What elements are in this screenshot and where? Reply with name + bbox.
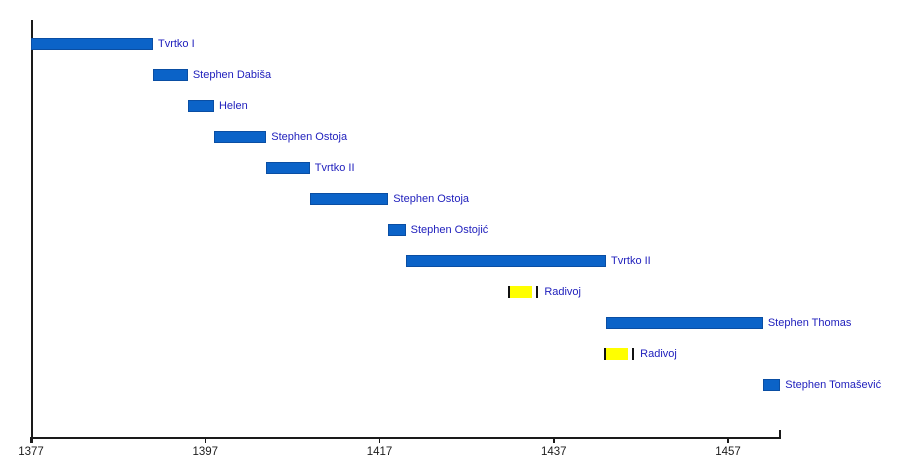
bar-start-cap xyxy=(508,286,511,298)
bar-end-cap xyxy=(632,348,635,360)
reign-bar xyxy=(388,224,406,236)
reign-bar xyxy=(187,100,214,112)
bar-fill xyxy=(606,348,629,360)
x-axis-tick xyxy=(553,437,555,443)
x-axis-end-tick xyxy=(779,430,781,437)
bar-start-cap xyxy=(604,348,607,360)
reign-bar xyxy=(213,131,267,143)
x-axis-tick-label: 1457 xyxy=(715,446,741,458)
ruler-label[interactable]: Tvrtko II xyxy=(611,255,651,267)
reign-bar xyxy=(152,69,188,81)
ruler-label[interactable]: Stephen Dabiša xyxy=(192,69,272,81)
x-axis-tick xyxy=(378,437,381,443)
ruler-label[interactable]: Tvrtko II xyxy=(314,162,355,174)
ruler-label[interactable]: Stephen Ostoja xyxy=(271,131,348,143)
x-axis-tick xyxy=(30,437,32,443)
reign-bar xyxy=(309,193,389,205)
reign-bar xyxy=(762,379,781,391)
x-axis-tick-label: 1417 xyxy=(366,446,393,458)
ruler-label[interactable]: Stephen Tomašević xyxy=(785,379,882,391)
reign-bar xyxy=(266,162,310,174)
ruler-label[interactable]: Stephen Thomas xyxy=(767,317,852,329)
reign-bar-alternate xyxy=(508,286,539,298)
ruler-label[interactable]: Radivoj xyxy=(640,348,677,360)
reign-bar-alternate xyxy=(604,348,635,360)
ruler-label[interactable]: Tvrtko I xyxy=(157,38,195,50)
x-axis-tick xyxy=(727,437,729,443)
ruler-label[interactable]: Stephen Ostoja xyxy=(393,193,470,205)
bar-fill xyxy=(510,286,533,298)
x-axis-tick xyxy=(204,437,206,443)
ruler-label[interactable]: Radivoj xyxy=(544,286,581,298)
x-axis-tick-label: 1437 xyxy=(540,446,567,458)
x-axis-tick-label: 1377 xyxy=(18,446,44,458)
reign-bar xyxy=(31,38,153,50)
reign-bar xyxy=(405,255,606,267)
y-axis-line xyxy=(31,20,33,443)
x-axis-line xyxy=(30,437,781,439)
x-axis-tick-label: 1397 xyxy=(192,446,219,458)
ruler-label[interactable]: Helen xyxy=(218,100,248,112)
ruler-label[interactable]: Stephen Ostojić xyxy=(410,224,489,236)
reign-bar xyxy=(606,317,763,329)
bar-end-cap xyxy=(536,286,539,298)
